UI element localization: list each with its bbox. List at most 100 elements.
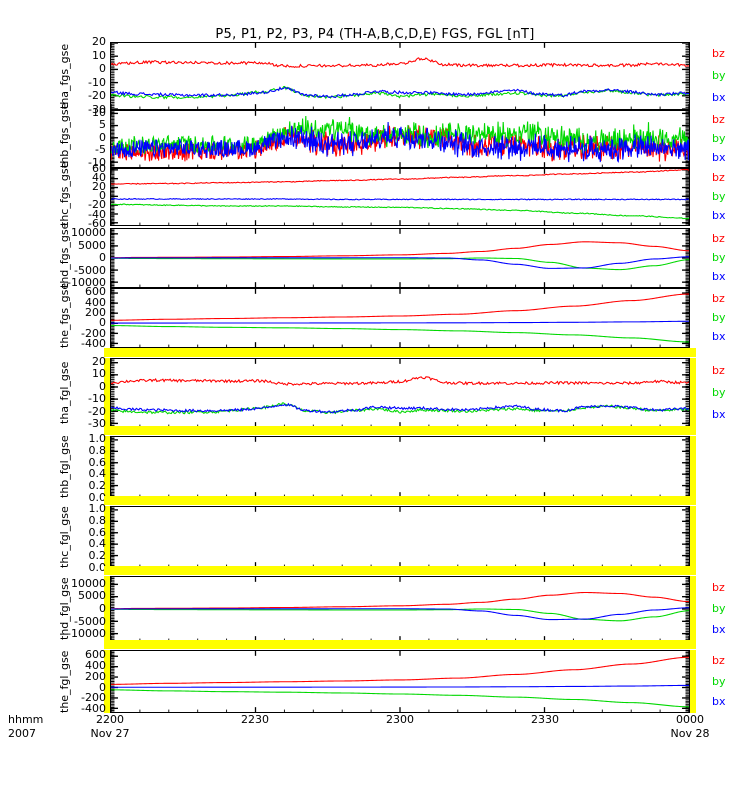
legend-bz-the_fgl_gse: bz bbox=[712, 654, 725, 668]
y-tick: -200 bbox=[81, 326, 106, 340]
plot-panel-the_fgl_gse[interactable] bbox=[110, 650, 690, 713]
legend-by-thd_fgl_gse: by bbox=[712, 602, 726, 615]
highlight-bar-thc_fgl_gse bbox=[104, 496, 696, 505]
y-tick: 600 bbox=[85, 285, 106, 299]
y-tick: 0.8 bbox=[88, 513, 107, 527]
y-tick: -20 bbox=[88, 198, 106, 212]
y-tick: -60 bbox=[88, 216, 106, 230]
plot-panel-thc_fgs_gse[interactable] bbox=[110, 168, 690, 226]
y-tick: 10 bbox=[92, 367, 106, 381]
y-tick: 0 bbox=[99, 62, 106, 76]
y-tick: 0 bbox=[99, 189, 106, 203]
highlight-edge-right-the_fgl_gse bbox=[690, 650, 696, 713]
highlight-bar-tha_fgl_gse bbox=[104, 348, 696, 357]
x-tick-2200: 2200 Nov 27 bbox=[70, 713, 150, 741]
plot-panel-the_fgs_gse[interactable] bbox=[110, 288, 690, 348]
y-tick: 0.0 bbox=[88, 491, 107, 504]
y-tick: 1.0 bbox=[88, 431, 107, 445]
y-tick: -200 bbox=[81, 691, 106, 705]
x-tick-time: 0000 bbox=[676, 713, 704, 726]
y-tick: -10 bbox=[88, 155, 106, 169]
y-tick: -30 bbox=[88, 103, 106, 116]
x-axis-corner-label: hhmm 2007 bbox=[8, 713, 44, 740]
legend-bz-tha_fgs_gse: bz bbox=[712, 47, 725, 61]
legend-bx-thd_fgs_gse: bx bbox=[712, 270, 726, 284]
legend-by-the_fgl_gse: by bbox=[712, 674, 726, 688]
plot-panel-thb_fgs_gse[interactable] bbox=[110, 110, 690, 168]
y-tick: 0.0 bbox=[88, 561, 107, 574]
legend-bz-thd_fgl_gse: bz bbox=[712, 580, 725, 594]
plot-panel-tha_fgs_gse[interactable] bbox=[110, 42, 690, 110]
y-tick: 400 bbox=[85, 659, 106, 673]
plot-panel-tha_fgl_gse[interactable] bbox=[110, 358, 690, 428]
highlight-bar-the_fgl_gse bbox=[104, 640, 696, 649]
legend-bx-tha_fgs_gse: bx bbox=[712, 90, 726, 104]
y-tick: 0 bbox=[99, 130, 106, 144]
y-tick: 0.2 bbox=[88, 549, 107, 563]
legend-bz-thc_fgs_gse: bz bbox=[712, 171, 725, 185]
highlight-edge-left-thc_fgl_gse bbox=[104, 506, 110, 568]
y-tick: 0 bbox=[99, 251, 106, 264]
y-tick: 600 bbox=[85, 648, 106, 662]
y-tick-labels-the_fgl_gse: 600 400 200 0 -200 -400 bbox=[62, 648, 106, 714]
highlight-edge-left-tha_fgl_gse bbox=[104, 358, 110, 428]
highlight-edge-left-the_fgl_gse bbox=[104, 650, 110, 713]
highlight-bar-thd_fgl_gse bbox=[104, 566, 696, 575]
y-tick: 10 bbox=[92, 105, 106, 119]
x-tick-time: 2230 bbox=[241, 713, 269, 726]
y-tick: 0 bbox=[99, 316, 106, 330]
legend-bx-thd_fgl_gse: bx bbox=[712, 623, 726, 637]
y-tick-labels-the_fgs_gse: 600 400 200 0 -200 -400 bbox=[62, 285, 106, 349]
x-axis: hhmm 2007 2200 Nov 27 2230 2300 2330 0000 Nov … bbox=[0, 713, 750, 753]
x-tick-date: Nov 28 bbox=[670, 726, 710, 740]
y-tick: 0.8 bbox=[88, 443, 107, 457]
x-tick-0000: 0000 Nov 28 bbox=[650, 713, 730, 741]
y-tick: 5000 bbox=[78, 589, 106, 603]
y-tick: 0.6 bbox=[88, 455, 107, 469]
y-tick-labels-tha_fgl_gse: 20 10 0 -10 -20 -30 bbox=[62, 356, 106, 431]
y-tick: -20 bbox=[88, 404, 106, 418]
plot-panel-thb_fgl_gse[interactable] bbox=[110, 436, 690, 498]
legend-bz-the_fgs_gse: bz bbox=[712, 291, 725, 305]
x-tick-time: 2200 bbox=[96, 713, 124, 726]
y-tick: 0 bbox=[99, 680, 106, 694]
highlight-edge-left-thb_fgl_gse bbox=[104, 436, 110, 498]
legend-bz-thd_fgs_gse: bz bbox=[712, 231, 725, 245]
highlight-edge-right-tha_fgl_gse bbox=[690, 358, 696, 428]
highlight-edge-right-thb_fgl_gse bbox=[690, 436, 696, 498]
legend-by-thb_fgs_gse: by bbox=[712, 132, 726, 145]
y-tick: -5000 bbox=[74, 614, 106, 628]
x-tick-time: 2330 bbox=[531, 713, 559, 726]
legend-bx-the_fgl_gse: bx bbox=[712, 694, 726, 708]
plot-panel-thd_fgs_gse[interactable] bbox=[110, 228, 690, 288]
x-tick-date: Nov 27 bbox=[90, 726, 130, 740]
legend-by-thc_fgs_gse: by bbox=[712, 190, 726, 203]
highlight-edge-right-thd_fgl_gse bbox=[690, 576, 696, 642]
y-tick: 0 bbox=[99, 602, 106, 615]
legend-bz-tha_fgl_gse: bz bbox=[712, 363, 725, 377]
y-tick: -40 bbox=[88, 207, 106, 221]
plot-panel-thc_fgl_gse[interactable] bbox=[110, 506, 690, 568]
y-tick: 40 bbox=[92, 171, 106, 185]
y-tick-labels-tha_fgs_gse: 20 10 0 -10 -20 -30 bbox=[62, 36, 106, 115]
highlight-edge-right-thc_fgl_gse bbox=[690, 506, 696, 568]
y-tick: 10000 bbox=[71, 226, 106, 239]
y-tick: 10 bbox=[92, 48, 106, 62]
x-tick-2300: 2300 bbox=[360, 713, 440, 727]
x-tick-2230: 2230 bbox=[215, 713, 295, 727]
plot-panel-thd_fgl_gse[interactable] bbox=[110, 576, 690, 642]
y-tick: -5 bbox=[95, 143, 106, 157]
legend-bx-thb_fgs_gse: bx bbox=[712, 150, 726, 164]
x-tick-2330: 2330 bbox=[505, 713, 585, 727]
y-tick: 10000 bbox=[71, 576, 106, 590]
y-tick: -10000 bbox=[67, 627, 106, 641]
y-tick: 0.6 bbox=[88, 525, 107, 539]
y-tick: -30 bbox=[88, 417, 106, 431]
highlight-bar-thb_fgl_gse bbox=[104, 426, 696, 435]
y-tick: 0.2 bbox=[88, 479, 107, 493]
y-tick: 1.0 bbox=[88, 501, 107, 515]
y-tick: 400 bbox=[85, 295, 106, 309]
y-tick: 20 bbox=[92, 180, 106, 194]
y-tick-labels-thb_fgs_gse: 10 5 0 -5 -10 bbox=[62, 105, 106, 169]
